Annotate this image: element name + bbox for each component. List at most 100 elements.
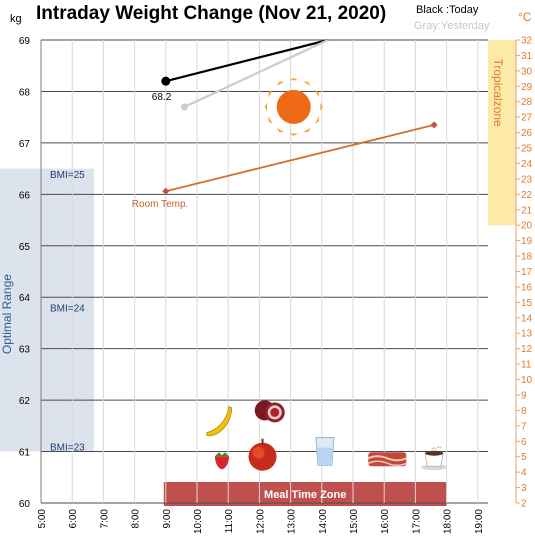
x-tick-label: 12:00 xyxy=(255,509,266,534)
sun-ray xyxy=(303,127,311,133)
legend-yesterday: Gray:Yesterday xyxy=(414,20,490,32)
sun-ray xyxy=(314,116,319,124)
meal-zone-label: Meal Time Zone xyxy=(264,489,346,501)
right-tick-label: 27 xyxy=(521,113,533,124)
chart-title: Intraday Weight Change (Nov 21, 2020) xyxy=(36,3,386,24)
series-line-today xyxy=(165,38,329,83)
meal-zone-bar xyxy=(163,482,447,506)
bacon-icon xyxy=(367,452,407,467)
sun-ray xyxy=(289,77,299,81)
x-tick-label: 17:00 xyxy=(411,509,422,534)
x-tick-label: 13:00 xyxy=(287,509,298,534)
x-tick-label: 11:00 xyxy=(224,509,235,534)
left-tick-label: 68 xyxy=(19,87,31,98)
right-tick-label: 22 xyxy=(521,190,533,201)
optimal-range-label: Optimal Range xyxy=(0,274,14,354)
right-tick-label: 28 xyxy=(521,97,533,108)
sun-icon xyxy=(264,77,323,136)
right-axis-unit: °C xyxy=(518,10,532,24)
right-tick-label: 9 xyxy=(521,390,527,401)
apple-shine xyxy=(252,446,265,459)
right-tick-label: 16 xyxy=(521,282,533,293)
coffee-icon xyxy=(421,446,448,471)
left-tick-label: 64 xyxy=(19,293,31,304)
left-tick-label: 63 xyxy=(19,345,31,356)
x-tick-label: 9:00 xyxy=(162,509,173,529)
labels-layer: Meal Time Zone BMI=25 BMI=24 BMI=23 68.2 Room… xyxy=(50,92,346,501)
temp-point xyxy=(430,121,438,129)
strawberry-icon xyxy=(214,452,229,470)
right-tick-label: 26 xyxy=(521,128,533,139)
x-tick-label: 5:00 xyxy=(37,509,48,529)
x-tick-label: 6:00 xyxy=(68,509,79,529)
axes-layer: 6061626364656667686923456789101112131415… xyxy=(19,36,533,535)
right-tick-label: 30 xyxy=(521,66,533,77)
right-tick-label: 12 xyxy=(521,344,533,355)
bacon-fat xyxy=(367,455,407,462)
coffee-liquid xyxy=(425,450,444,456)
pomegranate-icon xyxy=(254,400,285,423)
sun-ray xyxy=(268,89,273,98)
left-tick-label: 61 xyxy=(19,448,31,459)
sun-ray xyxy=(314,89,319,98)
legend-today: Black :Today xyxy=(416,4,479,16)
x-tick-label: 10:00 xyxy=(193,509,204,534)
right-tick-label: 17 xyxy=(521,267,533,278)
left-tick-label: 60 xyxy=(19,499,31,510)
right-tick-label: 29 xyxy=(521,82,533,93)
x-tick-label: 16:00 xyxy=(380,509,391,534)
right-tick-label: 2 xyxy=(521,499,527,510)
right-tick-label: 20 xyxy=(521,221,533,232)
icons-layer xyxy=(206,77,448,471)
series-line-yesterday xyxy=(184,39,329,108)
strawberry-leaves xyxy=(214,452,229,457)
apple-stem xyxy=(261,438,264,445)
sun-ray xyxy=(276,127,285,133)
temp-point xyxy=(162,187,170,195)
bands-layer: Optimal Range Tropicalzone xyxy=(0,40,516,506)
series-layer xyxy=(161,38,438,195)
apple-icon xyxy=(248,438,277,471)
sun-ray xyxy=(289,133,299,136)
right-tick-label: 14 xyxy=(521,313,533,324)
left-axis-unit: kg xyxy=(10,13,22,25)
bacon-fat-2 xyxy=(368,460,407,467)
right-tick-label: 11 xyxy=(521,360,532,371)
x-tick-label: 18:00 xyxy=(443,509,454,534)
series-point xyxy=(181,103,189,111)
bmi-label: BMI=25 xyxy=(50,170,85,181)
banana-body xyxy=(206,406,233,437)
bmi-label: BMI=23 xyxy=(50,442,85,453)
strawberry-body xyxy=(214,456,229,470)
right-tick-label: 10 xyxy=(521,375,533,386)
pomegranate-seeds xyxy=(270,407,280,417)
tropical-zone-band xyxy=(488,40,516,226)
optimal-range-band xyxy=(0,168,94,452)
left-tick-label: 66 xyxy=(19,190,31,201)
sun-ray xyxy=(268,116,273,124)
left-tick-label: 67 xyxy=(19,139,31,150)
right-tick-label: 15 xyxy=(521,298,533,309)
right-tick-label: 32 xyxy=(521,36,533,47)
banana-icon xyxy=(206,406,233,437)
tropical-zone-label: Tropicalzone xyxy=(491,58,505,127)
bmi-label: BMI=24 xyxy=(50,304,85,315)
sun-disc xyxy=(276,89,311,124)
x-tick-label: 19:00 xyxy=(474,509,485,534)
right-tick-label: 25 xyxy=(521,144,533,155)
right-tick-label: 31 xyxy=(521,51,533,62)
series-point xyxy=(161,76,171,86)
x-tick-label: 15:00 xyxy=(349,509,360,534)
sun-ray xyxy=(303,81,311,86)
right-tick-label: 18 xyxy=(521,252,533,263)
right-tick-label: 21 xyxy=(521,205,533,216)
room-temp-label: Room Temp. xyxy=(132,199,189,210)
sun-ray xyxy=(320,102,323,112)
left-tick-label: 62 xyxy=(19,396,31,407)
right-tick-label: 19 xyxy=(521,236,533,247)
right-tick-label: 8 xyxy=(521,406,527,417)
left-tick-label: 69 xyxy=(19,36,31,47)
grid-layer xyxy=(40,39,488,504)
x-tick-label: 8:00 xyxy=(131,509,142,529)
